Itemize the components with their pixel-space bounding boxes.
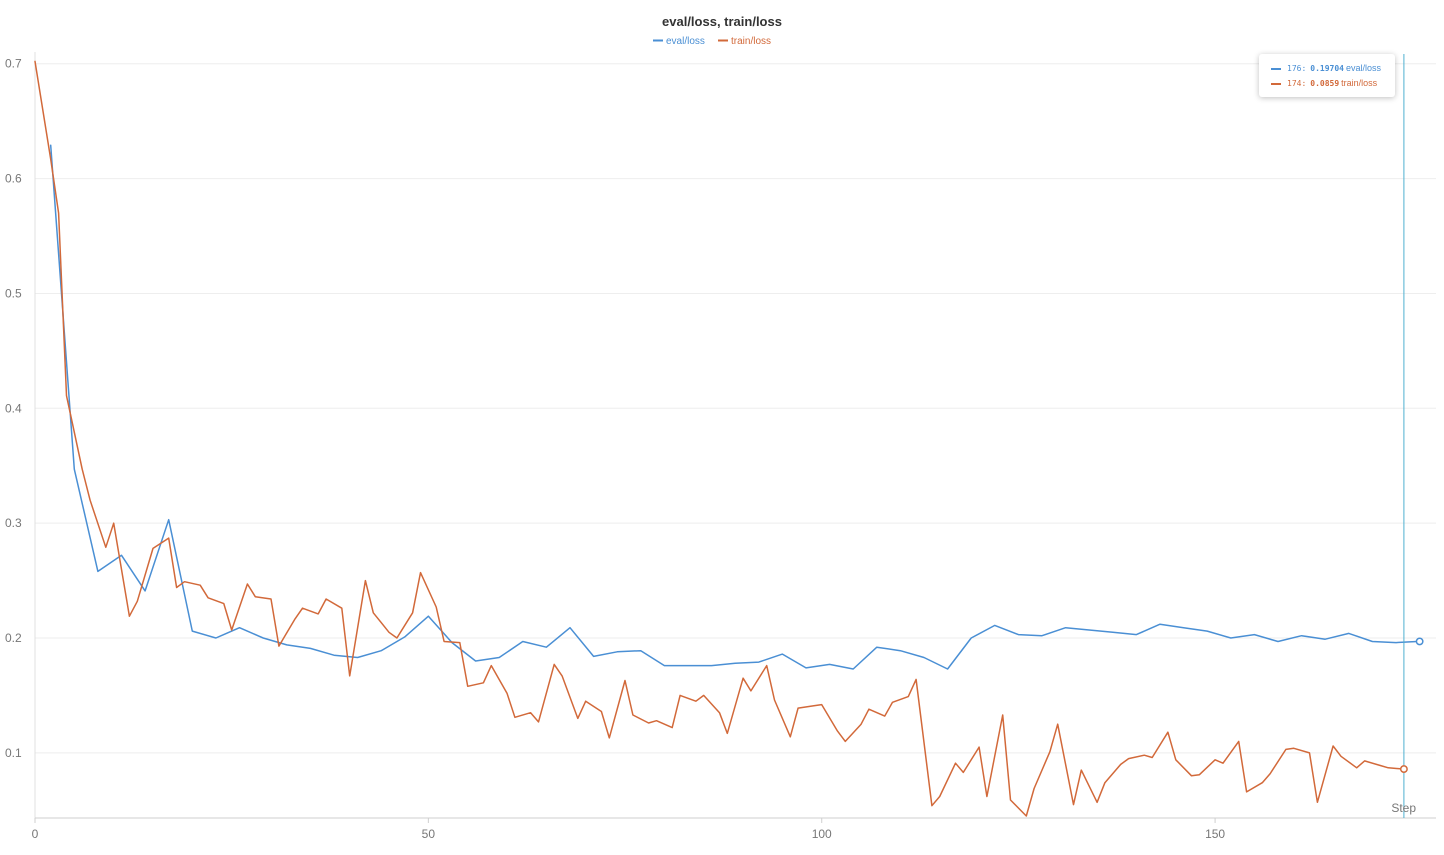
tooltip-swatch-eval <box>1271 67 1281 70</box>
x-tick-label: 150 <box>1205 827 1225 841</box>
x-tick-label: 100 <box>812 827 832 841</box>
y-tick-label: 0.7 <box>5 57 22 71</box>
tooltip-swatch-train <box>1271 82 1281 85</box>
y-tick-label: 0.3 <box>5 516 22 530</box>
x-axis-label: Step <box>1391 801 1416 815</box>
legend[interactable]: eval/loss train/loss <box>653 36 771 47</box>
tooltip-row-eval: 176: 0.19704 eval/loss <box>1271 61 1387 76</box>
y-tick-label: 0.1 <box>5 746 22 760</box>
hover-point-eval-loss <box>1415 637 1424 646</box>
y-tick-label: 0.2 <box>5 631 22 645</box>
grid <box>35 63 1436 754</box>
legend-label-train: train/loss <box>731 36 771 47</box>
y-tick-label: 0.5 <box>5 286 22 300</box>
y-tick-label: 0.6 <box>5 172 22 186</box>
axes: 0.1 0.2 0.3 0.4 0.5 0.6 0.7 0 50 100 150 <box>5 52 1436 841</box>
hover-layer <box>1399 54 1424 818</box>
tooltip-step-train: 174: <box>1287 79 1307 88</box>
series-line-train-loss <box>34 60 1405 817</box>
tooltip-name-eval: eval/loss <box>1345 63 1381 73</box>
series-layer <box>34 60 1421 817</box>
legend-label-eval: eval/loss <box>666 36 705 47</box>
tooltip-step-eval: 176: <box>1287 64 1307 73</box>
chart-title: eval/loss, train/loss <box>662 14 782 29</box>
y-tick-label: 0.4 <box>5 401 22 415</box>
tooltip-value-train: 0.0859 <box>1310 79 1340 88</box>
tooltip-row-train: 174: 0.0859 train/loss <box>1271 76 1387 91</box>
tooltip-name-train: train/loss <box>1341 78 1378 88</box>
x-tick-label: 50 <box>422 827 436 841</box>
hover-tooltip: 176: 0.19704 eval/loss 174: 0.0859 train… <box>1259 54 1395 97</box>
hover-point-train-loss <box>1399 765 1408 774</box>
series-line-eval-loss <box>49 144 1421 670</box>
tooltip-value-eval: 0.19704 <box>1310 64 1344 73</box>
x-tick-label: 0 <box>32 827 39 841</box>
